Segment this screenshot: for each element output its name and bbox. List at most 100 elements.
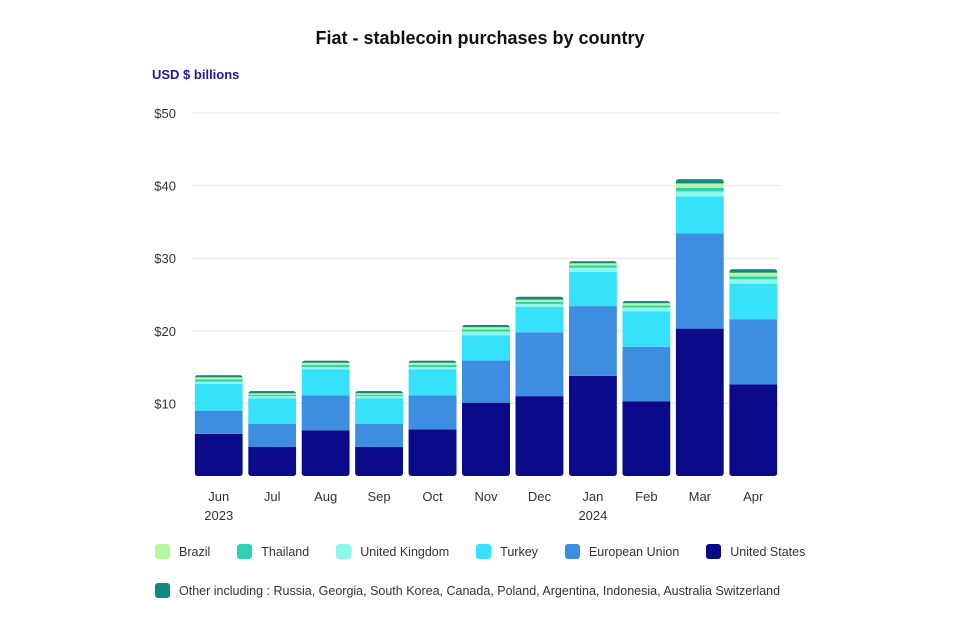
bar-stack-mar [675, 179, 724, 476]
bar-segment-united-oct [408, 367, 457, 370]
bar-segment-turkey-dec [515, 306, 564, 333]
x-tick-label: Sep [368, 489, 391, 504]
bar-segment-united-apr [729, 384, 778, 476]
bar-segment-thailand-jan [568, 265, 617, 268]
bar-segment-united-mar [675, 191, 724, 197]
chart-title: Fiat - stablecoin purchases by country [315, 28, 645, 48]
legend-item: European Union [564, 544, 680, 559]
legend-item: United States [706, 544, 805, 559]
bar-segment-united-jun [194, 433, 243, 476]
x-tick-label: Mar [689, 489, 712, 504]
legend-item: Brazil [155, 544, 210, 559]
bar-segment-thailand-aug [301, 364, 350, 368]
bar-segment-turkey-aug [301, 369, 350, 396]
bar-segment-european-apr [729, 319, 778, 385]
bar-segment-brazil-jun [194, 377, 243, 380]
legend-label: European Union [588, 544, 680, 559]
bar-segment-united-jun [194, 381, 243, 384]
bar-segment-other-jun [194, 375, 243, 378]
bar-stack-apr [729, 269, 778, 476]
bar-stack-dec [515, 296, 564, 476]
legend-swatch [706, 544, 722, 559]
bar-segment-brazil-mar [675, 183, 724, 188]
bar-segment-thailand-jun [194, 379, 243, 382]
bar-segment-united-aug [301, 367, 350, 370]
bar-stack-oct [408, 360, 457, 476]
x-tick-label: Dec [528, 489, 552, 504]
bar-segment-other-sep [355, 391, 404, 394]
bar-segment-united-feb [622, 307, 671, 312]
bar-segment-thailand-apr [729, 276, 778, 280]
bar-segment-brazil-nov [462, 327, 510, 330]
bar-segment-other-jul [248, 391, 297, 394]
x-year-label: 2023 [204, 508, 233, 523]
bar-stack-jan [568, 261, 617, 476]
legend-label: Thailand [261, 544, 310, 559]
legend-label: Other including : Russia, Georgia, South… [179, 583, 781, 598]
legend-swatch [476, 544, 492, 559]
legend-label: United Kingdom [360, 544, 450, 559]
bar-segment-other-apr [729, 269, 778, 273]
x-axis-ticks: Jun Jul Aug Sep Oct Nov Dec Jan Feb Mar Apr 2023 202… [204, 489, 764, 523]
bar-segment-united-sep [355, 446, 404, 476]
bar-segment-united-jan [568, 375, 617, 476]
bar-segment-turkey-jan [568, 271, 617, 307]
bar-segment-united-sep [355, 396, 404, 399]
legend-label: Turkey [500, 544, 538, 559]
y-tick-label: $40 [154, 179, 176, 194]
legend-swatch [155, 544, 170, 559]
legend-swatch [564, 544, 580, 559]
bar-segment-european-aug [301, 395, 350, 431]
bar-segment-turkey-feb [622, 311, 671, 347]
bar-segment-thailand-jul [248, 394, 297, 397]
legend-primary: Brazil Thailand United Kingdom Turkey Europe… [155, 544, 805, 559]
bar-segment-thailand-nov [462, 329, 510, 332]
bar-segment-brazil-dec [515, 299, 564, 302]
bar-segment-brazil-apr [729, 272, 778, 277]
bar-segment-other-feb [622, 301, 671, 304]
bar-segment-other-nov [462, 324, 510, 328]
bar-segment-united-nov [462, 331, 510, 336]
legend-label: Brazil [179, 544, 211, 559]
bar-segment-brazil-aug [301, 362, 350, 365]
bar-segment-european-jul [248, 423, 297, 447]
bar-segment-turkey-mar [675, 196, 724, 234]
x-tick-label: Jul [264, 489, 281, 504]
bar-segment-other-mar [675, 179, 724, 184]
legend-label: United States [730, 544, 806, 559]
bar-segment-european-jun [194, 410, 243, 434]
y-axis-unit-label: USD $ billions [152, 67, 240, 82]
bar-segment-other-aug [301, 360, 350, 363]
bar-segment-thailand-sep [355, 394, 404, 397]
bar-segment-brazil-oct [408, 362, 457, 365]
bar-segment-united-feb [622, 401, 671, 476]
y-tick-label: $20 [154, 324, 176, 339]
bars [194, 179, 778, 476]
bar-segment-other-jan [568, 261, 617, 264]
bar-segment-brazil-jul [248, 393, 297, 395]
bar-segment-european-mar [675, 233, 724, 329]
x-tick-label: Jan [582, 489, 603, 504]
bar-segment-european-nov [462, 360, 510, 403]
bar-segment-united-jan [568, 267, 617, 272]
bar-segment-united-dec [515, 396, 564, 476]
y-axis-ticks: $10 $20 $30 $40 $50 [154, 106, 176, 411]
legend-secondary: Other including : Russia, Georgia, South… [155, 583, 780, 598]
bar-segment-turkey-nov [462, 335, 510, 361]
bar-segment-united-oct [408, 429, 457, 476]
bar-segment-european-dec [515, 332, 564, 397]
legend-item: Turkey [476, 544, 538, 559]
bar-segment-european-jan [568, 306, 617, 376]
x-tick-label: Aug [314, 489, 337, 504]
x-year-label: 2024 [578, 508, 607, 523]
x-tick-label: Feb [635, 489, 657, 504]
bar-segment-european-sep [355, 423, 404, 447]
bar-segment-turkey-oct [408, 369, 457, 396]
bar-segment-united-aug [301, 430, 350, 476]
bar-segment-european-feb [622, 346, 671, 402]
bar-stack-sep [355, 391, 404, 476]
legend-swatch [155, 583, 170, 598]
bar-stack-feb [622, 301, 671, 476]
bar-segment-united-mar [675, 328, 724, 476]
